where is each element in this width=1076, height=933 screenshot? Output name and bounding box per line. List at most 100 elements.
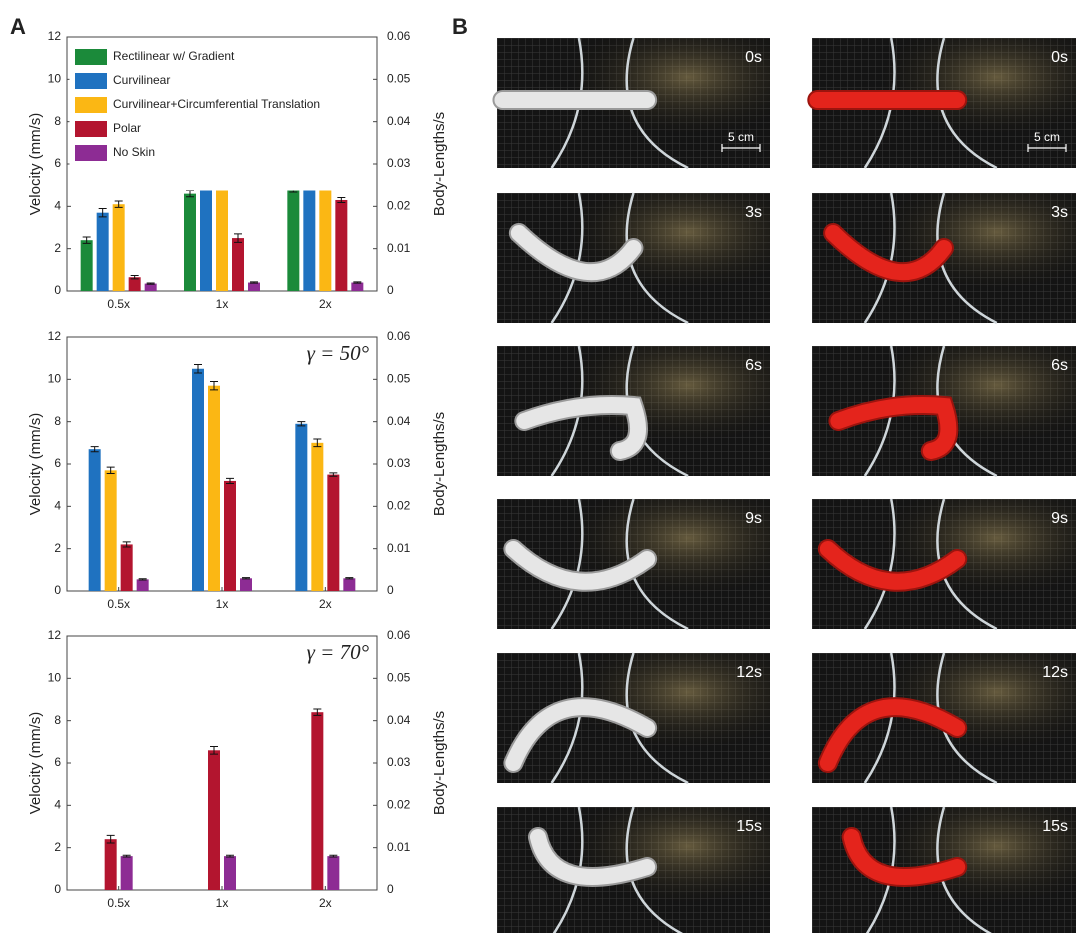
scale-bar-label: 5 cm bbox=[1034, 130, 1060, 144]
time-label: 3s bbox=[745, 204, 762, 221]
y-axis-label: Velocity (mm/s) bbox=[27, 413, 44, 516]
robot-body bbox=[825, 225, 952, 281]
y-tick-label: 2 bbox=[54, 241, 61, 255]
y2-tick-label: 0.01 bbox=[387, 241, 411, 255]
y-tick-label: 10 bbox=[48, 671, 62, 685]
error-bar bbox=[226, 854, 234, 858]
robot-body bbox=[819, 699, 966, 771]
y-tick-label: 8 bbox=[54, 414, 61, 428]
bar bbox=[184, 193, 196, 291]
robot-body bbox=[830, 397, 957, 459]
legend-swatch bbox=[75, 73, 107, 89]
plot-area bbox=[66, 336, 378, 592]
photo: 12s bbox=[812, 652, 1076, 785]
error-bar bbox=[297, 421, 306, 427]
y-tick-label: 4 bbox=[54, 499, 61, 513]
time-label: 0s bbox=[1051, 49, 1068, 66]
y2-tick-label: 0.06 bbox=[387, 329, 411, 343]
error-bar bbox=[226, 477, 234, 484]
y-tick-label: 0 bbox=[54, 882, 61, 896]
error-bar bbox=[82, 236, 91, 244]
error-bar bbox=[329, 472, 338, 477]
bar bbox=[120, 544, 133, 591]
y2-tick-label: 0.02 bbox=[387, 798, 411, 812]
x-tick-label: 1x bbox=[216, 297, 229, 311]
photo: 9s bbox=[497, 498, 770, 631]
photo: 6s bbox=[497, 345, 770, 478]
robot-body bbox=[510, 225, 642, 281]
y-tick-label: 6 bbox=[54, 156, 61, 170]
time-label: 0s bbox=[745, 49, 762, 66]
y-tick-label: 12 bbox=[48, 628, 62, 642]
y-tick-label: 8 bbox=[54, 713, 61, 727]
error-bar bbox=[122, 854, 131, 858]
robot-body bbox=[505, 699, 656, 771]
annotation: γ = 70° bbox=[307, 640, 370, 664]
error-bar bbox=[106, 834, 115, 844]
bar bbox=[144, 283, 157, 291]
y2-axis-label: Body-Lengths/s bbox=[431, 711, 448, 815]
bar bbox=[200, 168, 212, 291]
bar bbox=[128, 277, 141, 291]
bar bbox=[104, 839, 117, 890]
y-tick-label: 8 bbox=[54, 114, 61, 128]
y-tick-label: 2 bbox=[54, 840, 61, 854]
x-tick-label: 0.5x bbox=[107, 297, 130, 311]
bar bbox=[319, 166, 332, 291]
scale-bar bbox=[721, 144, 761, 152]
y2-axis-label: Body-Lengths/s bbox=[431, 112, 448, 216]
y2-tick-label: 0.03 bbox=[387, 456, 411, 470]
bar bbox=[335, 199, 348, 291]
bar bbox=[88, 449, 101, 591]
y-tick-label: 12 bbox=[48, 29, 62, 43]
error-bar bbox=[114, 200, 123, 208]
legend-swatch bbox=[75, 121, 107, 137]
y2-tick-label: 0.04 bbox=[387, 713, 411, 727]
error-bar bbox=[345, 577, 354, 580]
scale-bar-label: 5 cm bbox=[728, 130, 754, 144]
error-bar bbox=[138, 578, 147, 581]
error-bar bbox=[122, 541, 131, 548]
bar bbox=[327, 474, 340, 591]
time-label: 12s bbox=[1042, 664, 1068, 681]
x-tick-label: 0.5x bbox=[107, 896, 130, 910]
photo: 0s 5 cm bbox=[492, 37, 770, 170]
time-label: 3s bbox=[1051, 204, 1068, 221]
bar bbox=[327, 856, 340, 890]
y-tick-label: 2 bbox=[54, 541, 61, 555]
bar bbox=[208, 385, 220, 591]
robot-body bbox=[819, 541, 966, 590]
bar bbox=[287, 189, 300, 291]
y2-tick-label: 0.03 bbox=[387, 755, 411, 769]
x-tick-label: 2x bbox=[319, 896, 332, 910]
legend-label: Curvilinear+Circumferential Translation bbox=[113, 97, 320, 111]
bar bbox=[311, 442, 324, 591]
scale-bar bbox=[1027, 144, 1067, 152]
bar bbox=[96, 212, 109, 291]
error-bar bbox=[234, 233, 242, 243]
x-tick-label: 1x bbox=[216, 896, 229, 910]
photo: 12s bbox=[497, 652, 770, 785]
legend-label: No Skin bbox=[113, 145, 155, 159]
x-tick-label: 0.5x bbox=[107, 597, 130, 611]
y-tick-label: 10 bbox=[48, 72, 62, 86]
y2-tick-label: 0.02 bbox=[387, 199, 411, 213]
bar bbox=[303, 166, 316, 291]
legend-swatch bbox=[75, 49, 107, 65]
error-bar bbox=[210, 380, 218, 391]
y-axis-label: Velocity (mm/s) bbox=[27, 113, 44, 216]
time-label: 9s bbox=[1051, 510, 1068, 527]
y-tick-label: 4 bbox=[54, 798, 61, 812]
bar bbox=[224, 480, 236, 591]
y2-tick-label: 0.01 bbox=[387, 541, 411, 555]
error-bar bbox=[313, 708, 322, 716]
time-label: 15s bbox=[1042, 818, 1068, 835]
robot-body bbox=[843, 829, 966, 885]
y2-tick-label: 0.05 bbox=[387, 372, 411, 386]
y2-tick-label: 0 bbox=[387, 882, 394, 896]
y2-tick-label: 0.05 bbox=[387, 72, 411, 86]
error-bar bbox=[250, 281, 258, 284]
y2-tick-label: 0 bbox=[387, 283, 394, 297]
time-label: 15s bbox=[736, 818, 762, 835]
